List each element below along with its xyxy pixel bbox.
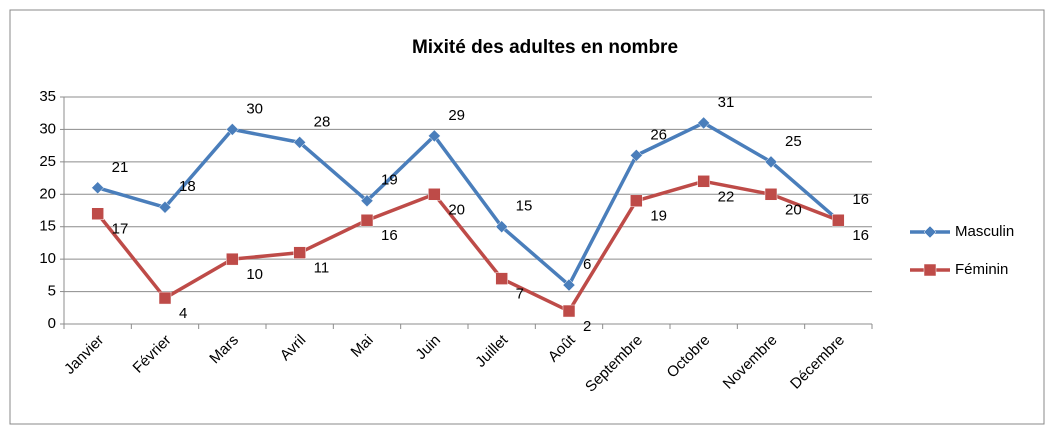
marker bbox=[225, 123, 239, 136]
marker bbox=[495, 220, 509, 234]
marker bbox=[764, 188, 778, 201]
data-label: 17 bbox=[112, 221, 129, 238]
data-label: 15 bbox=[516, 198, 533, 215]
data-label: 16 bbox=[381, 227, 398, 244]
y-tick-label: 5 bbox=[48, 283, 56, 300]
data-label: 7 bbox=[516, 286, 524, 303]
y-tick-label: 0 bbox=[48, 315, 56, 332]
y-tick-label: 15 bbox=[39, 218, 56, 235]
marker bbox=[158, 200, 172, 214]
data-label: 25 bbox=[785, 133, 802, 150]
data-label: 20 bbox=[448, 201, 465, 218]
marker bbox=[226, 252, 239, 266]
marker bbox=[360, 194, 374, 208]
series-line bbox=[97, 121, 840, 287]
marker bbox=[923, 263, 937, 277]
marker bbox=[562, 278, 576, 292]
marker bbox=[495, 272, 508, 285]
data-label: 29 bbox=[448, 107, 465, 124]
y-tick-label: 10 bbox=[39, 250, 56, 267]
marker bbox=[91, 181, 105, 195]
data-label: 16 bbox=[852, 227, 869, 244]
marker bbox=[427, 129, 441, 143]
data-label: 2 bbox=[583, 318, 591, 335]
data-label: 28 bbox=[314, 113, 331, 130]
marker bbox=[562, 304, 576, 318]
chart-title: Mixité des adultes en nombre bbox=[412, 37, 678, 58]
marker bbox=[697, 116, 711, 130]
data-label: 16 bbox=[852, 191, 869, 208]
y-tick-label: 35 bbox=[39, 88, 56, 105]
marker bbox=[630, 194, 643, 208]
series: 21 18 30 28 19 29 15 6 26 31 25 16 bbox=[91, 94, 869, 292]
marker bbox=[629, 149, 643, 162]
data-label: 21 bbox=[112, 159, 129, 176]
series-line bbox=[96, 179, 839, 313]
data-label: 22 bbox=[718, 188, 735, 205]
legend-label: Masculin bbox=[955, 223, 1014, 240]
y-tick-label: 30 bbox=[39, 120, 56, 137]
data-label: 19 bbox=[650, 208, 667, 225]
marker bbox=[697, 175, 710, 188]
marker bbox=[923, 225, 937, 239]
marker bbox=[293, 136, 307, 149]
y-tick-label: 20 bbox=[39, 185, 56, 202]
data-label: 26 bbox=[650, 126, 667, 143]
marker bbox=[428, 188, 441, 201]
marker bbox=[360, 213, 374, 227]
data-label: 18 bbox=[179, 178, 196, 195]
data-label: 11 bbox=[314, 260, 330, 277]
marker bbox=[158, 291, 172, 305]
legend-label: Féminin bbox=[955, 261, 1008, 278]
chart-frame bbox=[9, 9, 1045, 425]
data-label: 31 bbox=[718, 94, 735, 111]
y-tick-label: 25 bbox=[39, 153, 56, 170]
marker bbox=[764, 155, 778, 169]
marker bbox=[91, 207, 104, 220]
data-label: 4 bbox=[179, 305, 187, 322]
marker bbox=[832, 213, 845, 227]
data-label: 6 bbox=[583, 256, 591, 273]
data-label: 10 bbox=[246, 266, 263, 283]
marker bbox=[293, 246, 306, 259]
data-label: 20 bbox=[785, 201, 802, 218]
series: 17 4 10 11 16 20 7 2 19 22 20 16 bbox=[91, 175, 869, 335]
data-label: 30 bbox=[246, 100, 263, 117]
data-label: 19 bbox=[381, 172, 398, 189]
